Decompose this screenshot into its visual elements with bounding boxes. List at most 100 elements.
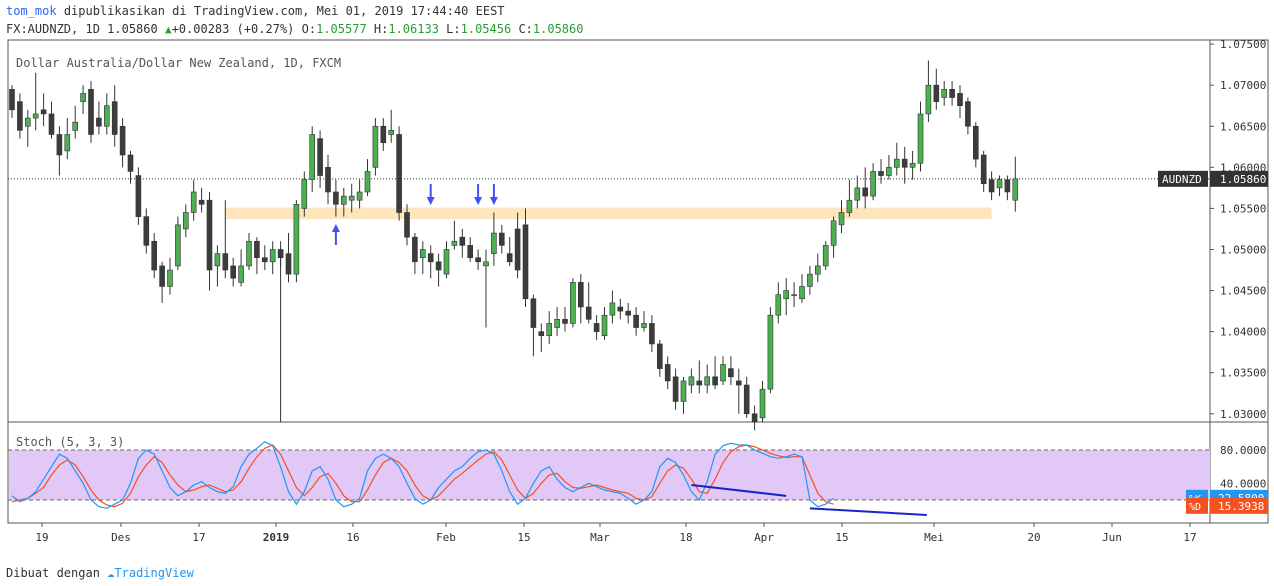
candle-body xyxy=(807,273,813,287)
candle-body xyxy=(893,158,900,168)
candle-body xyxy=(24,117,31,127)
candle-body xyxy=(972,125,979,160)
candle-body xyxy=(261,257,268,263)
candle-body xyxy=(435,261,442,271)
candle-body xyxy=(799,286,805,300)
candle-body xyxy=(980,154,987,185)
candle-body xyxy=(96,117,102,127)
candle-body xyxy=(380,125,387,143)
candle-body xyxy=(585,306,592,320)
candle-body xyxy=(514,228,521,271)
candle-body xyxy=(593,323,600,332)
candle-body xyxy=(9,88,15,111)
candle-body xyxy=(838,212,845,226)
high-label: H: xyxy=(373,22,389,36)
time-tick-label: Feb xyxy=(436,531,456,544)
d-name-badge xyxy=(1186,497,1208,514)
price-tick-label: 1.07500 xyxy=(1220,38,1266,51)
candle-body xyxy=(996,179,1003,189)
candle-body xyxy=(988,179,995,193)
candle-body xyxy=(206,199,213,271)
d-value-badge xyxy=(1210,497,1268,514)
time-tick-label: 16 xyxy=(346,531,359,544)
candle-body xyxy=(688,376,695,386)
candle-body xyxy=(965,101,971,127)
candle-body xyxy=(814,265,821,275)
candle-body xyxy=(846,199,853,213)
candle-body xyxy=(159,265,165,287)
candle-body xyxy=(364,171,371,193)
candle-body xyxy=(238,265,244,283)
candle-body xyxy=(214,253,221,267)
candle-body xyxy=(767,314,774,390)
support-zone xyxy=(225,207,992,220)
candle-body xyxy=(419,249,426,258)
open-value: 1.05577 xyxy=(316,22,367,36)
candle-body xyxy=(743,384,750,415)
stoch-d-line xyxy=(11,444,834,508)
candle-body xyxy=(293,204,300,275)
price-tick-label: 1.06500 xyxy=(1220,120,1266,133)
candle-body xyxy=(190,191,197,213)
candle-body xyxy=(1012,178,1019,201)
divergence-trendline xyxy=(691,484,787,497)
candle-body xyxy=(562,319,568,324)
time-tick-label: 17 xyxy=(1183,531,1196,544)
time-tick-label: 15 xyxy=(835,531,848,544)
candle-body xyxy=(680,380,687,402)
candle-body xyxy=(269,249,276,263)
candle-body xyxy=(641,323,647,328)
candle-body xyxy=(728,368,734,378)
symbol-badge-label: AUDNZD xyxy=(1162,173,1202,186)
header-ohlc-line: FX:AUDNZD, 1D 1.05860 ▲+0.00283 (+0.27%)… xyxy=(6,22,583,36)
candle-body xyxy=(783,290,790,300)
time-tick-label: Apr xyxy=(754,531,774,544)
candle-body xyxy=(333,191,339,205)
candle-body xyxy=(704,376,711,386)
candle-body xyxy=(941,88,948,98)
time-tick-label: 19 xyxy=(35,531,48,544)
candle-body xyxy=(609,302,616,316)
time-tick-label: Mar xyxy=(590,531,610,544)
last-price-badge xyxy=(1210,170,1268,187)
candle-body xyxy=(119,125,126,156)
candle-body xyxy=(712,376,718,386)
up-arrow-icon: ▲ xyxy=(164,23,172,36)
candle-body xyxy=(72,121,78,131)
stoch-band xyxy=(9,450,1210,500)
candle-body xyxy=(64,134,71,152)
divergence-trendline xyxy=(809,507,927,516)
candle-body xyxy=(135,175,142,217)
time-tick-label: Jun xyxy=(1102,531,1122,544)
candle-body xyxy=(498,232,505,246)
candle-body xyxy=(356,191,363,201)
candle-body xyxy=(48,113,55,135)
down-arrow-head xyxy=(426,197,435,205)
candle-body xyxy=(546,323,553,337)
author-link[interactable]: tom_mok xyxy=(6,4,57,18)
d-name-label: %D xyxy=(1189,502,1201,513)
tradingview-logo-icon[interactable]: ☁ xyxy=(107,566,115,580)
price-tick-label: 1.04000 xyxy=(1220,326,1266,339)
price-tick-label: 1.07000 xyxy=(1220,79,1266,92)
down-arrow-head xyxy=(474,197,483,205)
down-arrow-head xyxy=(489,197,498,205)
candle-body xyxy=(254,240,260,258)
candle-body xyxy=(570,282,576,324)
candle-body xyxy=(664,364,671,382)
candle-body xyxy=(467,245,474,258)
price-tick-label: 1.05500 xyxy=(1220,202,1266,215)
candle-body xyxy=(427,253,434,263)
candle-body xyxy=(949,88,955,98)
candle-body xyxy=(901,158,908,168)
stoch-level-label: 80.0000 xyxy=(1220,444,1266,457)
candle-body xyxy=(143,216,150,246)
tradingview-brand[interactable]: TradingView xyxy=(114,566,194,580)
candle-body xyxy=(491,232,497,254)
candle-body xyxy=(317,138,323,176)
candle-body xyxy=(80,93,86,102)
candle-body xyxy=(151,240,157,271)
publish-info: dipublikasikan di TradingView.com, Mei 0… xyxy=(63,4,505,18)
stoch-label: Stoch (5, 3, 3) xyxy=(16,435,124,449)
